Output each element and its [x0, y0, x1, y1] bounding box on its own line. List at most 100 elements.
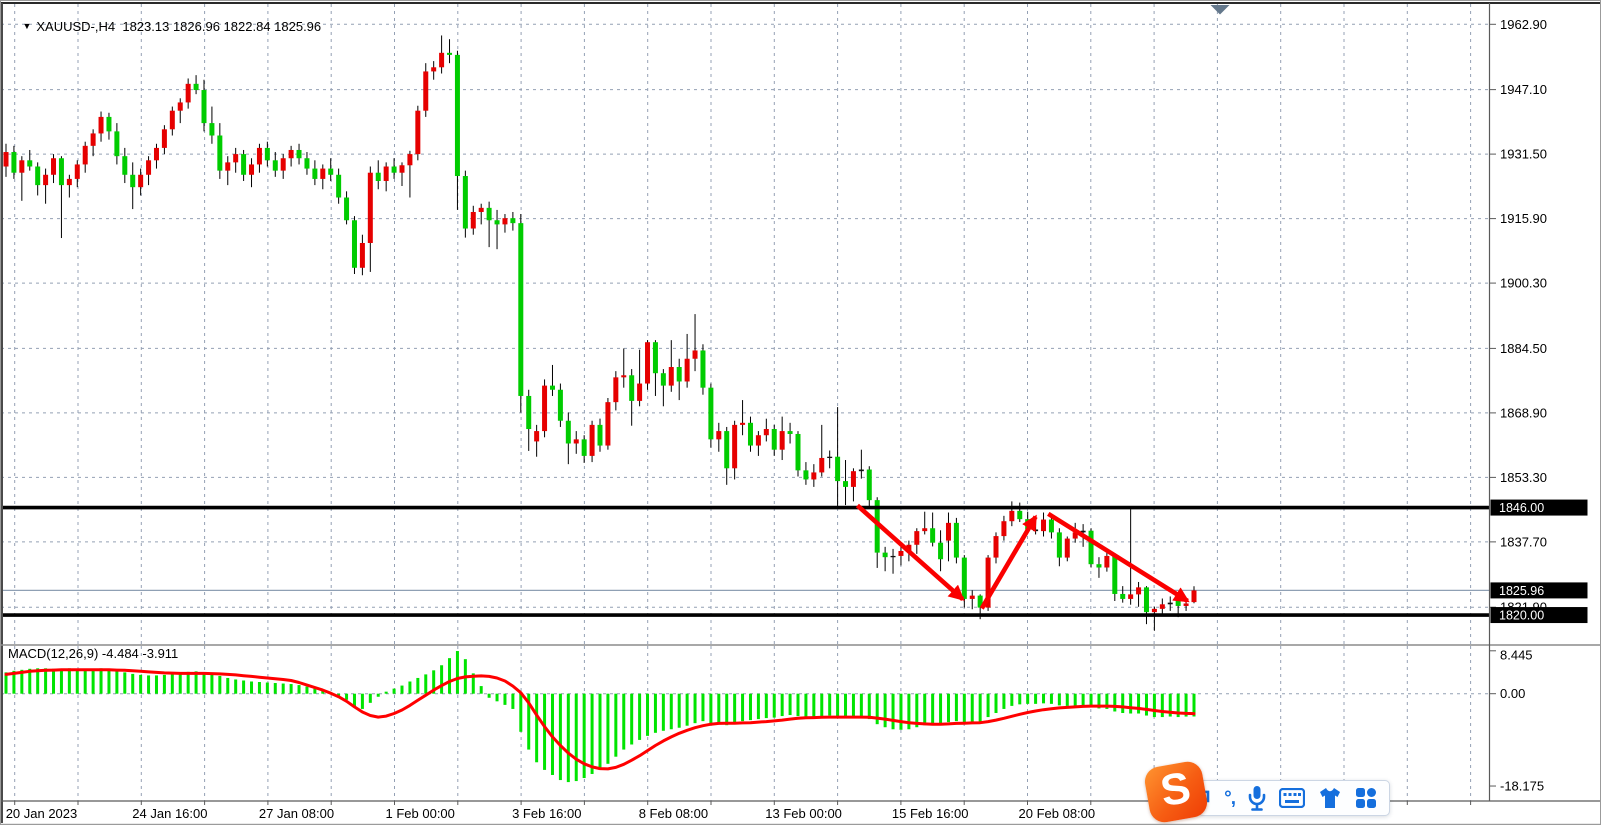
price-axis-label: 1947.10: [1500, 82, 1547, 97]
candle-body: [1175, 599, 1181, 606]
candle-body: [391, 166, 397, 173]
macd-bar: [154, 675, 158, 694]
trend-arrow-3[interactable]: [1047, 511, 1190, 603]
candle-body: [969, 595, 975, 599]
candle-body: [1112, 555, 1118, 594]
candle-body: [700, 350, 706, 388]
candle-body: [1159, 604, 1165, 609]
candle-body: [407, 154, 413, 166]
macd-bar: [1176, 693, 1180, 718]
skin-icon[interactable]: [1318, 787, 1342, 809]
chart-shift-marker[interactable]: [1210, 5, 1230, 15]
macd-bar: [448, 658, 452, 694]
macd-bar: [701, 693, 705, 722]
macd-bar: [566, 693, 570, 783]
time-axis-label: 20 Feb 08:00: [1019, 806, 1096, 821]
microphone-icon[interactable]: [1248, 785, 1266, 811]
price-axis-label: 1853.30: [1500, 470, 1547, 485]
macd-bar: [202, 672, 206, 694]
macd-bar: [4, 672, 8, 694]
macd-bar: [780, 693, 784, 717]
candle-body: [90, 133, 96, 146]
macd-bar: [1018, 693, 1022, 705]
candle-body: [58, 158, 64, 186]
macd-bar: [257, 682, 261, 694]
macd-bar: [265, 682, 269, 694]
macd-bar: [685, 693, 689, 726]
candle-body: [51, 158, 57, 175]
trend-arrows[interactable]: [855, 503, 1190, 610]
macd-bar: [527, 693, 531, 750]
macd-bar: [954, 693, 958, 722]
candle-body: [1072, 532, 1078, 539]
macd-bar: [107, 669, 111, 694]
candle-body: [344, 197, 350, 221]
grid: [1, 4, 1489, 801]
price-tags: 1846.00 1825.96 1820.00: [1490, 499, 1588, 624]
macd-bar: [772, 693, 776, 718]
candle-body: [233, 154, 239, 163]
candle-body: [320, 168, 326, 179]
candle-body: [850, 471, 856, 487]
candle-body: [106, 116, 112, 132]
macd-bar: [725, 693, 729, 726]
macd-bar: [867, 693, 871, 720]
candlesticks[interactable]: [3, 35, 1197, 631]
macd-bar: [1026, 693, 1030, 704]
macd-indicator-label: MACD(12,26,9) -4.484 -3.911: [8, 646, 179, 661]
candle-body: [589, 424, 595, 456]
trend-arrow-1[interactable]: [855, 503, 965, 602]
macd-bar: [178, 672, 182, 694]
candle-body: [35, 166, 41, 186]
macd-bar: [384, 691, 388, 694]
ime-toolbar[interactable]: 中 °,: [1188, 780, 1390, 816]
macd-bar: [638, 693, 642, 740]
candle-body: [177, 102, 183, 111]
punctuation-icon[interactable]: °,: [1224, 787, 1236, 809]
time-axis[interactable]: 20 Jan 2023 24 Jan 16:00 27 Jan 08:00 1 Feb…: [6, 801, 1472, 821]
macd-bar: [804, 693, 808, 718]
macd-bar: [52, 668, 56, 694]
candle-body: [953, 522, 959, 558]
candle-body: [1120, 593, 1126, 599]
macd-bar: [891, 693, 895, 730]
macd-bar: [828, 693, 832, 716]
macd-axis-label: -18.175: [1500, 779, 1544, 794]
trend-arrow-2[interactable]: [979, 514, 1038, 610]
macd-bar: [820, 693, 824, 717]
macd-axis[interactable]: 8.445 0.00 -18.175: [1489, 648, 1544, 794]
price-tag-box: [1490, 607, 1588, 624]
price-axis[interactable]: 1962.90 1947.10 1931.50 1915.90 1900.30 1884.…: [1489, 17, 1547, 615]
macd-bar: [1129, 693, 1133, 714]
macd-bar: [139, 674, 143, 694]
macd-bar: [614, 693, 618, 757]
keyboard-icon[interactable]: [1279, 788, 1305, 808]
candle-body: [747, 422, 753, 446]
macd-bar: [622, 693, 626, 750]
price-axis-label: 1837.70: [1500, 534, 1547, 549]
macd-bar: [1057, 693, 1061, 706]
macd-bar: [709, 693, 713, 724]
macd-bar: [859, 693, 863, 717]
candle-body: [1041, 519, 1047, 532]
time-axis-label: 1 Feb 00:00: [386, 806, 455, 821]
macd-bar: [28, 668, 32, 694]
macd-bar: [305, 686, 309, 694]
candle-body: [122, 156, 128, 175]
price-tag-box: [1490, 499, 1588, 516]
toolbox-icon[interactable]: [1355, 787, 1377, 809]
candle-body: [1009, 510, 1015, 522]
sogou-logo[interactable]: S: [1142, 759, 1210, 824]
candle-body: [977, 595, 983, 608]
candle-body: [1064, 538, 1070, 558]
macd-bar: [83, 669, 87, 694]
candle-body: [114, 131, 120, 157]
candle-body: [866, 469, 872, 501]
macd-bar: [669, 693, 673, 730]
macd-bar: [337, 693, 341, 696]
candle-body: [336, 174, 342, 198]
macd-bar: [1121, 693, 1125, 714]
dropdown-triangle-icon[interactable]: ▼: [22, 21, 32, 31]
